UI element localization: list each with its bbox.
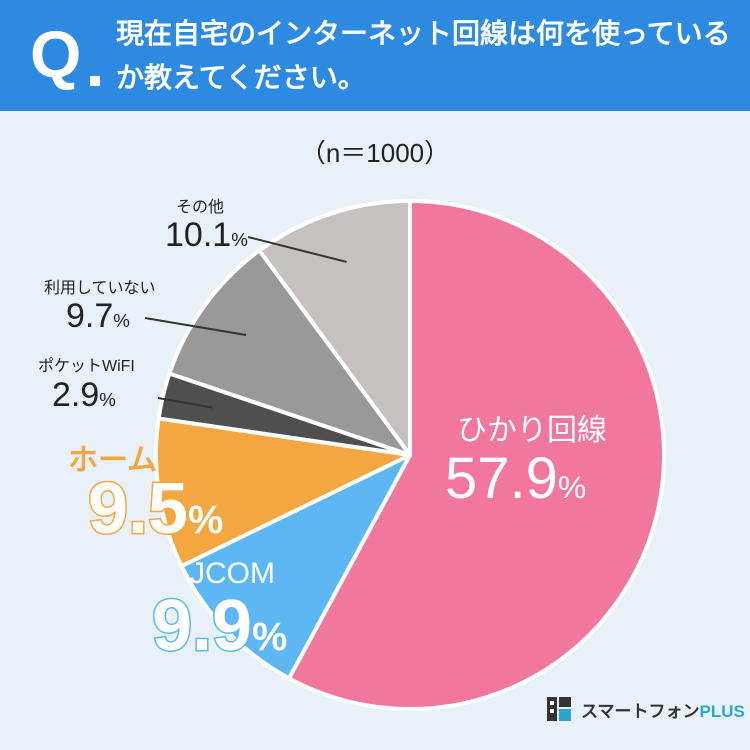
- question-text: 現在自宅のインターネット回線は何を使っているか教えてください。: [116, 17, 731, 94]
- slice-value-unit: %: [251, 614, 289, 661]
- slice-value: 9.7%: [66, 297, 130, 336]
- slice-value-unit: %: [557, 469, 587, 505]
- brand-logo-icon: [547, 697, 571, 721]
- pie-slice: [287, 199, 666, 711]
- leader-line: [247, 236, 347, 263]
- slice-value-number: 2.9: [52, 376, 100, 414]
- pie-slice: [179, 453, 412, 681]
- slice-value-number: 9.7: [66, 297, 114, 335]
- slice-label: JCOM: [190, 557, 275, 590]
- leader-line: [157, 397, 213, 409]
- pie-slice: [257, 199, 412, 457]
- brand-name: スマートフォンPLUS: [581, 697, 745, 722]
- slice-label: ホームルーター: [68, 444, 278, 477]
- q-dot-icon: [90, 76, 100, 86]
- slice-label: ポケットWiFI: [38, 358, 135, 375]
- leader-line: [144, 317, 247, 337]
- slice-value: 10.1%: [165, 216, 248, 255]
- brand-name-plus: PLUS: [699, 702, 745, 721]
- slice-value-unit: %: [99, 389, 116, 410]
- slice-value-number: 9.5: [86, 468, 189, 551]
- slice-label: ひかり回線: [457, 414, 607, 447]
- slice-value: 57.9%: [445, 445, 586, 512]
- slice-value: 2.9%: [52, 376, 116, 415]
- sample-size: （n＝1000）: [299, 138, 451, 168]
- slice-label: その他: [176, 199, 225, 216]
- slice-value-number: 9.9: [150, 585, 253, 668]
- slice-value-number: 10.1: [165, 216, 232, 254]
- slice-value: 9.5%: [86, 468, 225, 551]
- slice-value-unit: %: [231, 229, 248, 250]
- q-mark: Q: [30, 17, 82, 91]
- pie-slice: [154, 416, 412, 569]
- pie-slice: [167, 248, 412, 457]
- slice-value: 9.9%: [150, 585, 289, 668]
- question-header: Q 現在自宅のインターネット回線は何を使っているか教えてください。: [0, 0, 750, 111]
- slice-label: 利用していない: [44, 280, 156, 297]
- slice-value-unit: %: [113, 310, 130, 331]
- brand-name-main: スマートフォン: [581, 702, 700, 721]
- slice-value-unit: %: [187, 497, 225, 544]
- brand-logo: スマートフォンPLUS: [545, 693, 745, 729]
- slice-value-number: 57.9: [445, 446, 558, 511]
